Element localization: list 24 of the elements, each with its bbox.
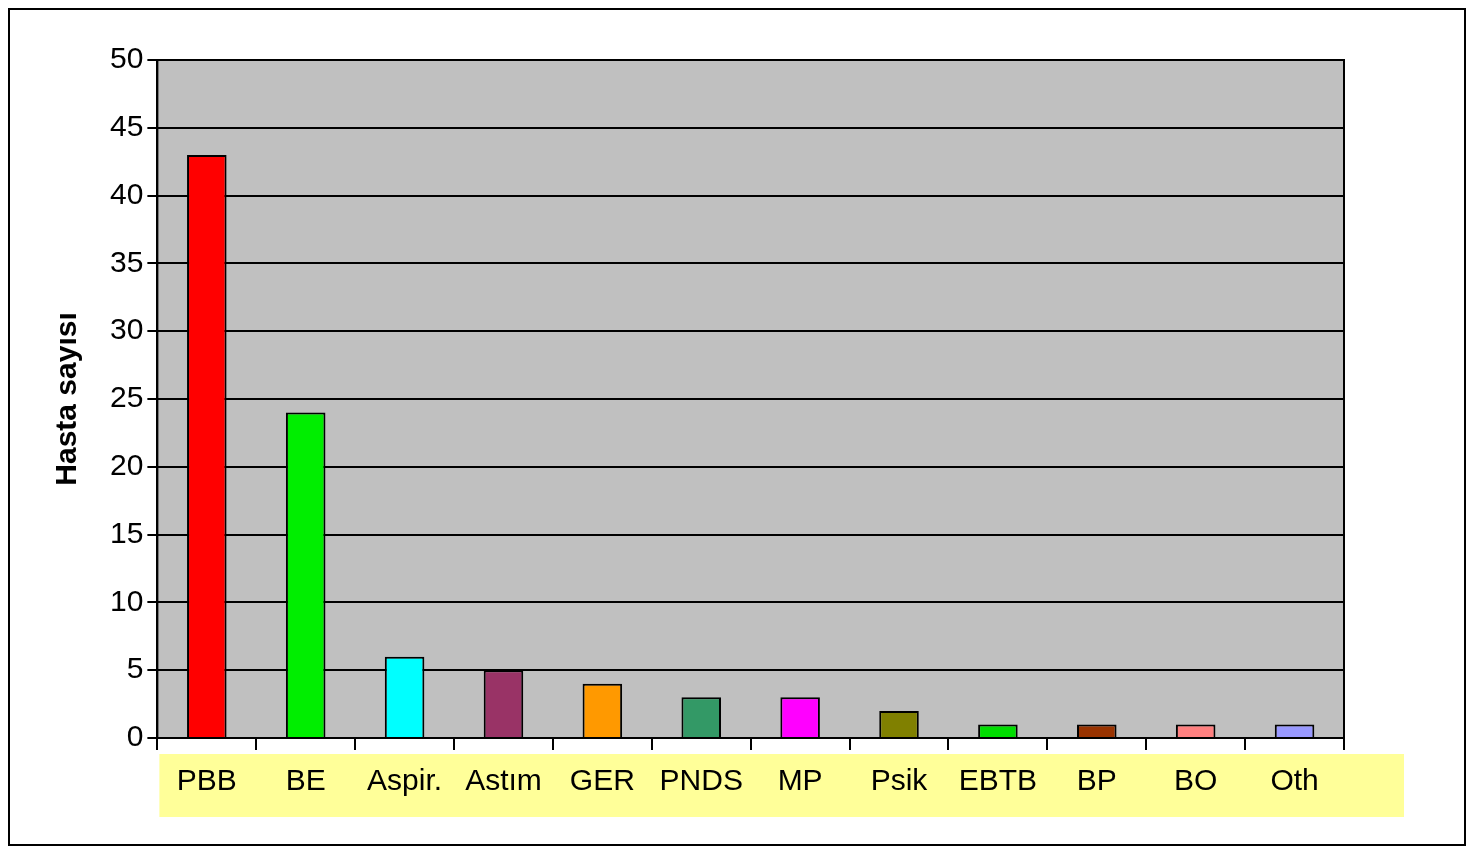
x-tick-label: EBTB [958,763,1038,797]
y-tick-label: 5 [126,651,144,685]
x-tick-label: Oth [1270,763,1319,797]
x-tick-label: Astım [465,763,542,797]
x-tick-label: MP [777,763,823,797]
y-tick-label: 20 [109,448,144,482]
y-axis-title: Hasta sayısı [49,312,83,486]
y-tick-label: 35 [109,244,144,278]
x-tick-label: BE [285,763,326,797]
x-tick-label: BP [1076,763,1117,797]
y-tick-label: 50 [109,41,144,75]
y-tick-label: 15 [109,515,144,549]
x-tick-label: Psik [870,763,929,797]
x-tick-label: PNDS [659,763,743,797]
y-tick-label: 0 [126,719,144,753]
y-tick-label: 30 [109,312,144,346]
x-tick-label: BO [1173,763,1218,797]
y-tick-label: 45 [109,109,144,143]
y-tick-label: 10 [109,583,144,617]
x-tick-label: PBB [176,763,237,797]
y-tick-label: 25 [109,380,144,414]
x-tick-label: Aspir. [367,763,443,797]
y-tick-label: 40 [109,176,144,210]
x-tick-label: GER [569,763,635,797]
